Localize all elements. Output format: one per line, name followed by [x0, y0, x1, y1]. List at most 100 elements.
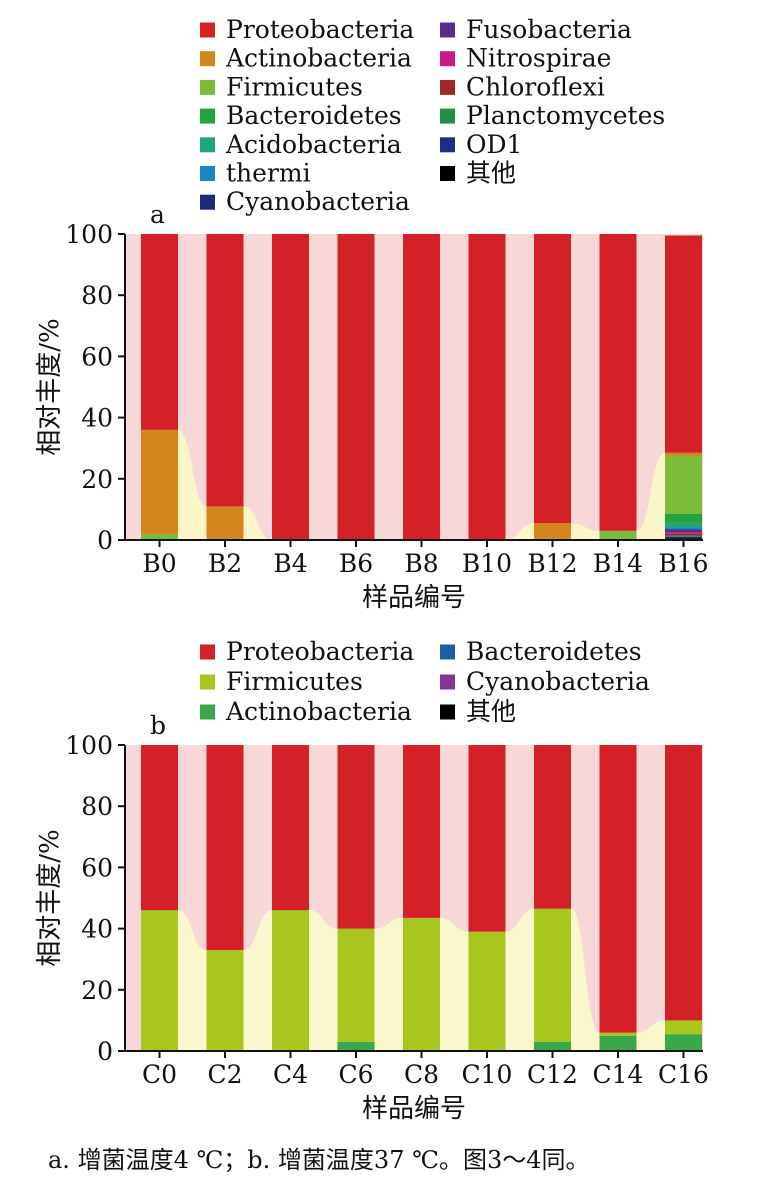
bar-segment: [665, 745, 702, 1021]
bar-segment: [534, 523, 571, 539]
legend-swatch: [200, 108, 215, 124]
x-tick-label: C6: [338, 1060, 373, 1089]
legend-label: Nitrospirae: [466, 44, 611, 73]
legend-swatch: [200, 79, 215, 95]
bar-segment: [665, 530, 702, 533]
legend-label: Actinobacteria: [225, 697, 412, 726]
y-tick-label: 80: [81, 792, 113, 821]
bar-segment: [534, 745, 571, 909]
legend-label: Proteobacteria: [226, 15, 414, 44]
legend-swatch: [440, 644, 455, 660]
x-tick-label: C2: [207, 1060, 242, 1089]
flow-band: [571, 908, 600, 1051]
y-tick-label: 100: [65, 220, 113, 249]
legend-label: Bacteroidetes: [466, 637, 642, 666]
flow-band: [243, 506, 272, 540]
bar-segment: [141, 745, 178, 911]
legend-label: Actinobacteria: [225, 44, 412, 73]
bar-segment: [206, 506, 244, 539]
legend-swatch: [200, 194, 215, 210]
bar-segment: [599, 530, 637, 540]
bar-segment: [665, 513, 702, 523]
x-tick-label: C12: [527, 1060, 578, 1089]
bar-segment: [665, 533, 702, 536]
bar-segment: [665, 527, 702, 530]
legend-label: Fusobacteria: [466, 15, 632, 44]
bar-segment: [272, 910, 309, 1051]
bar-segment: [665, 522, 702, 528]
legend-label: Firmicutes: [226, 72, 363, 101]
bar-segment: [141, 910, 178, 1051]
flow-band: [505, 523, 534, 540]
legend-swatch: [440, 704, 455, 720]
bar-segment: [534, 1041, 571, 1051]
x-tick-label: B14: [593, 549, 643, 578]
legend-label: thermi: [226, 159, 311, 188]
bar-segment: [665, 536, 702, 539]
legend-swatch: [440, 166, 455, 181]
legend-label: 其他: [466, 159, 516, 188]
legend-swatch: [200, 644, 215, 660]
legend-swatch: [200, 704, 215, 720]
x-tick-label: C10: [462, 1060, 513, 1089]
bar-segment: [599, 1035, 637, 1051]
legend-label: Acidobacteria: [225, 130, 402, 159]
legend-swatch: [200, 674, 215, 690]
x-tick-label: C16: [658, 1060, 709, 1089]
flow-band: [505, 908, 534, 1051]
legend-label: Chloroflexi: [466, 72, 605, 101]
bar-segment: [206, 745, 244, 951]
legend-swatch: [440, 137, 455, 153]
legend-swatch: [200, 137, 215, 153]
x-tick-label: C8: [404, 1060, 439, 1089]
flow-band: [571, 523, 600, 540]
bar-segment: [337, 234, 375, 540]
bar-segment: [665, 1020, 702, 1035]
bar-segment: [665, 235, 702, 453]
bar-segment: [534, 234, 571, 524]
legend-label: 其他: [466, 697, 516, 726]
y-tick-label: 20: [81, 465, 113, 494]
legend-swatch: [200, 166, 215, 181]
y-tick-label: 20: [81, 976, 113, 1005]
bar-segment: [599, 745, 637, 1033]
flow-band: [636, 452, 665, 540]
x-tick-label: B0: [142, 549, 176, 578]
bars: [141, 234, 702, 540]
bar-segment: [403, 234, 440, 540]
y-tick-label: 40: [81, 915, 113, 944]
legend-swatch: [200, 22, 215, 38]
bar-segment: [534, 908, 571, 1042]
y-tick-label: 80: [81, 281, 113, 310]
bar-segment: [665, 452, 702, 456]
flow-band: [440, 917, 469, 1051]
x-tick-label: C4: [273, 1060, 308, 1089]
y-tick-label: 100: [65, 731, 113, 760]
flow-band: [178, 429, 207, 540]
bar-segment: [599, 234, 637, 531]
y-axis-title: 相对丰度/%: [35, 318, 65, 455]
legend-swatch: [200, 51, 215, 67]
bar-segment: [272, 234, 309, 540]
x-tick-label: B4: [273, 549, 307, 578]
legend-label: Firmicutes: [226, 667, 363, 696]
legend-swatch: [440, 108, 455, 124]
panel-label: b: [150, 711, 166, 740]
panel-label: a: [150, 200, 165, 229]
x-axis-title: 样品编号: [362, 1094, 466, 1124]
bar-segment: [665, 529, 702, 531]
x-tick-label: C0: [142, 1060, 177, 1089]
legend-swatch: [440, 22, 455, 38]
chart-panel-a: ProteobacteriaActinobacteriaFirmicutesBa…: [35, 15, 709, 613]
flow-band: [374, 917, 403, 1051]
x-tick-label: B10: [462, 549, 512, 578]
bar-segment: [206, 234, 244, 507]
legend-swatch: [440, 79, 455, 95]
bar-segment: [665, 1034, 702, 1051]
bar-segment: [665, 535, 702, 537]
legend-label: Cyanobacteria: [466, 667, 650, 696]
x-tick-label: B12: [527, 549, 577, 578]
bar-segment: [665, 532, 702, 534]
legend-label: Proteobacteria: [226, 637, 414, 666]
